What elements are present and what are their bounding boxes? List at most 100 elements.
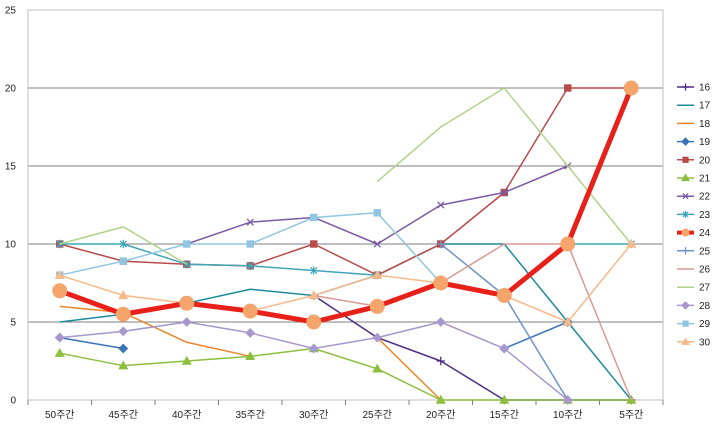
x-tick-label: 50주간 <box>45 409 75 421</box>
point-28 <box>118 326 129 337</box>
point-28 <box>372 332 383 343</box>
point-21 <box>372 363 383 373</box>
legend-entry-28: 28 <box>677 301 711 312</box>
legend-entry-21: 21 <box>677 173 711 185</box>
x-tick-label: 15주간 <box>489 409 519 421</box>
x-tick-label: 30주간 <box>299 409 329 421</box>
point-22 <box>437 201 445 209</box>
legend-entry-27: 27 <box>677 283 711 294</box>
legend-entry-29: 29 <box>677 319 711 330</box>
series-line-24 <box>58 87 634 325</box>
series-line-30 <box>59 243 632 323</box>
series-line-20 <box>59 87 632 276</box>
legend-marker <box>681 247 690 255</box>
point-24 <box>369 298 385 314</box>
legend-label: 18 <box>699 119 711 130</box>
x-tick-label: 45주간 <box>108 409 138 421</box>
point-30 <box>118 290 129 300</box>
series-16 <box>309 291 636 405</box>
x-tick-label: 35주간 <box>235 409 265 421</box>
point-20 <box>564 84 572 92</box>
legend: 16 17 18 19 20 21 22 23 24 25 26 27 28 29 30 <box>677 83 711 348</box>
legend-marker <box>681 173 690 182</box>
y-tick-label: 0 <box>10 396 16 407</box>
point-22 <box>373 240 381 248</box>
point-24 <box>560 236 576 252</box>
legend-label: 23 <box>699 210 711 221</box>
legend-entry-30: 30 <box>677 337 711 348</box>
point-24 <box>623 80 639 96</box>
legend-label: 22 <box>699 192 711 203</box>
y-tick-label: 15 <box>5 162 17 173</box>
point-24 <box>242 303 258 319</box>
y-tick-label: 20 <box>5 84 17 95</box>
y-tick-label: 5 <box>10 318 16 329</box>
series-line-27 <box>59 226 188 265</box>
legend-marker <box>682 193 689 200</box>
point-24 <box>115 306 131 322</box>
point-28 <box>435 317 446 327</box>
y-tick-label: 25 <box>5 6 17 17</box>
legend-label: 25 <box>699 246 711 257</box>
x-tick-label: 5주간 <box>619 409 643 421</box>
legend-label: 26 <box>699 265 711 276</box>
legend-entry-16: 16 <box>677 83 711 94</box>
point-28 <box>499 343 510 354</box>
series-line-19 <box>503 321 569 350</box>
point-29 <box>119 257 127 265</box>
point-30 <box>372 269 383 279</box>
x-tick-label: 40주간 <box>172 409 202 421</box>
series-20 <box>56 84 635 279</box>
series-22 <box>183 162 572 248</box>
series-line-23 <box>59 243 378 276</box>
series-26 <box>313 243 632 401</box>
legend-marker <box>682 156 689 163</box>
series-line-18 <box>376 337 442 401</box>
series-28 <box>54 317 573 405</box>
legend-entry-22: 22 <box>677 192 711 203</box>
point-30 <box>562 316 573 326</box>
point-24 <box>179 295 195 311</box>
legend-label: 16 <box>699 83 711 94</box>
x-tick-label: 10주간 <box>553 409 583 421</box>
series-line-21 <box>59 347 632 401</box>
point-29 <box>246 240 254 248</box>
point-30 <box>308 290 319 300</box>
point-29 <box>310 213 318 222</box>
point-25 <box>436 239 445 249</box>
series-24 <box>52 80 639 330</box>
axes <box>27 9 664 405</box>
series-29 <box>56 209 445 287</box>
series-21 <box>54 343 637 404</box>
legend-marker <box>681 137 690 146</box>
legend-marker <box>681 83 690 91</box>
point-24 <box>496 287 512 303</box>
point-21 <box>435 394 446 404</box>
point-24 <box>433 275 449 291</box>
legend-marker <box>681 337 690 345</box>
point-22 <box>246 218 254 226</box>
legend-label: 19 <box>699 137 711 148</box>
point-23 <box>119 239 127 249</box>
point-20 <box>310 240 318 248</box>
point-16 <box>436 356 445 366</box>
point-23 <box>310 266 318 275</box>
legend-marker <box>682 320 689 327</box>
point-22 <box>500 188 508 197</box>
point-23 <box>246 261 254 271</box>
point-28 <box>308 343 319 354</box>
point-30 <box>626 238 637 248</box>
x-tick-label: 20주간 <box>426 409 456 421</box>
plot-frame <box>27 9 664 401</box>
legend-label: 29 <box>699 319 711 330</box>
legend-entry-23: 23 <box>677 210 711 221</box>
series-line-26 <box>313 243 632 401</box>
legend-entry-18: 18 <box>677 119 711 130</box>
legend-marker <box>681 228 690 237</box>
point-29 <box>183 240 191 248</box>
series-line-28 <box>59 321 569 401</box>
legend-marker <box>682 210 689 218</box>
point-21 <box>499 394 510 404</box>
legend-entry-24: 24 <box>677 228 711 239</box>
